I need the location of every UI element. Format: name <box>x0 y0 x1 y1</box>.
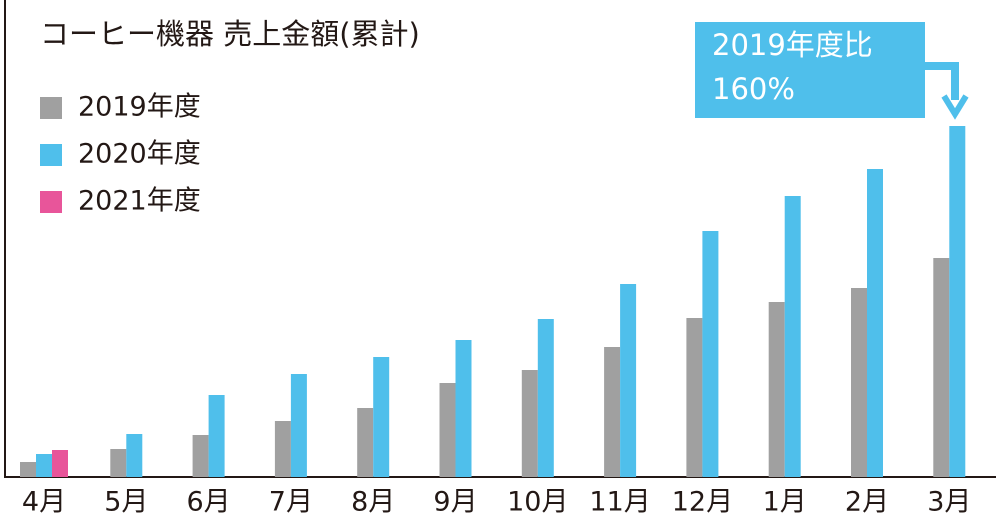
annotation-box <box>695 22 925 118</box>
bar <box>290 374 307 477</box>
x-tick-label: 11月 <box>589 487 650 518</box>
bar <box>784 196 801 477</box>
bar <box>521 370 538 477</box>
legend-swatch <box>40 144 62 166</box>
bar <box>702 231 719 477</box>
bar <box>274 421 291 477</box>
legend-swatch <box>40 191 62 213</box>
annotation: 2019年度比 160% <box>695 22 969 120</box>
x-tick-label: 10月 <box>507 487 568 518</box>
bar <box>620 284 637 477</box>
bar <box>768 302 785 477</box>
bar <box>604 347 621 477</box>
bar <box>373 357 390 477</box>
legend-swatch <box>40 97 62 119</box>
bar <box>933 258 950 477</box>
x-tick-label: 1月 <box>763 487 807 518</box>
bar <box>208 395 225 477</box>
legend-label: 2019年度 <box>78 92 201 123</box>
x-tick-label: 8月 <box>351 487 395 518</box>
bar <box>867 169 883 477</box>
bar <box>439 383 456 477</box>
legend-label: 2020年度 <box>78 139 201 170</box>
bar <box>20 462 36 477</box>
bar <box>52 450 68 477</box>
bar <box>537 319 554 477</box>
x-tick-label: 7月 <box>269 487 313 518</box>
legend-label: 2021年度 <box>78 186 201 217</box>
x-tick-label: 9月 <box>433 487 477 518</box>
x-tick-label: 6月 <box>187 487 231 518</box>
annotation-text: 2019年度比 <box>712 28 873 62</box>
x-tick-label: 12月 <box>672 487 733 518</box>
annotation-arrow <box>941 94 969 120</box>
x-tick-label: 5月 <box>104 487 148 518</box>
x-tick-label: 3月 <box>927 487 971 518</box>
bar <box>455 340 472 477</box>
bar <box>110 449 127 477</box>
x-tick-label: 4月 <box>22 487 66 518</box>
bar <box>126 434 143 477</box>
annotation-arrow <box>925 62 959 100</box>
annotation-text: 160% <box>712 72 795 106</box>
chart-title: コーヒー機器 売上金額(累計) <box>40 17 420 51</box>
bar <box>851 288 867 477</box>
bar <box>36 454 52 477</box>
bar <box>357 408 374 477</box>
bar <box>192 435 209 477</box>
bar <box>949 126 966 477</box>
bar <box>686 318 703 477</box>
x-tick-label: 2月 <box>845 487 889 518</box>
